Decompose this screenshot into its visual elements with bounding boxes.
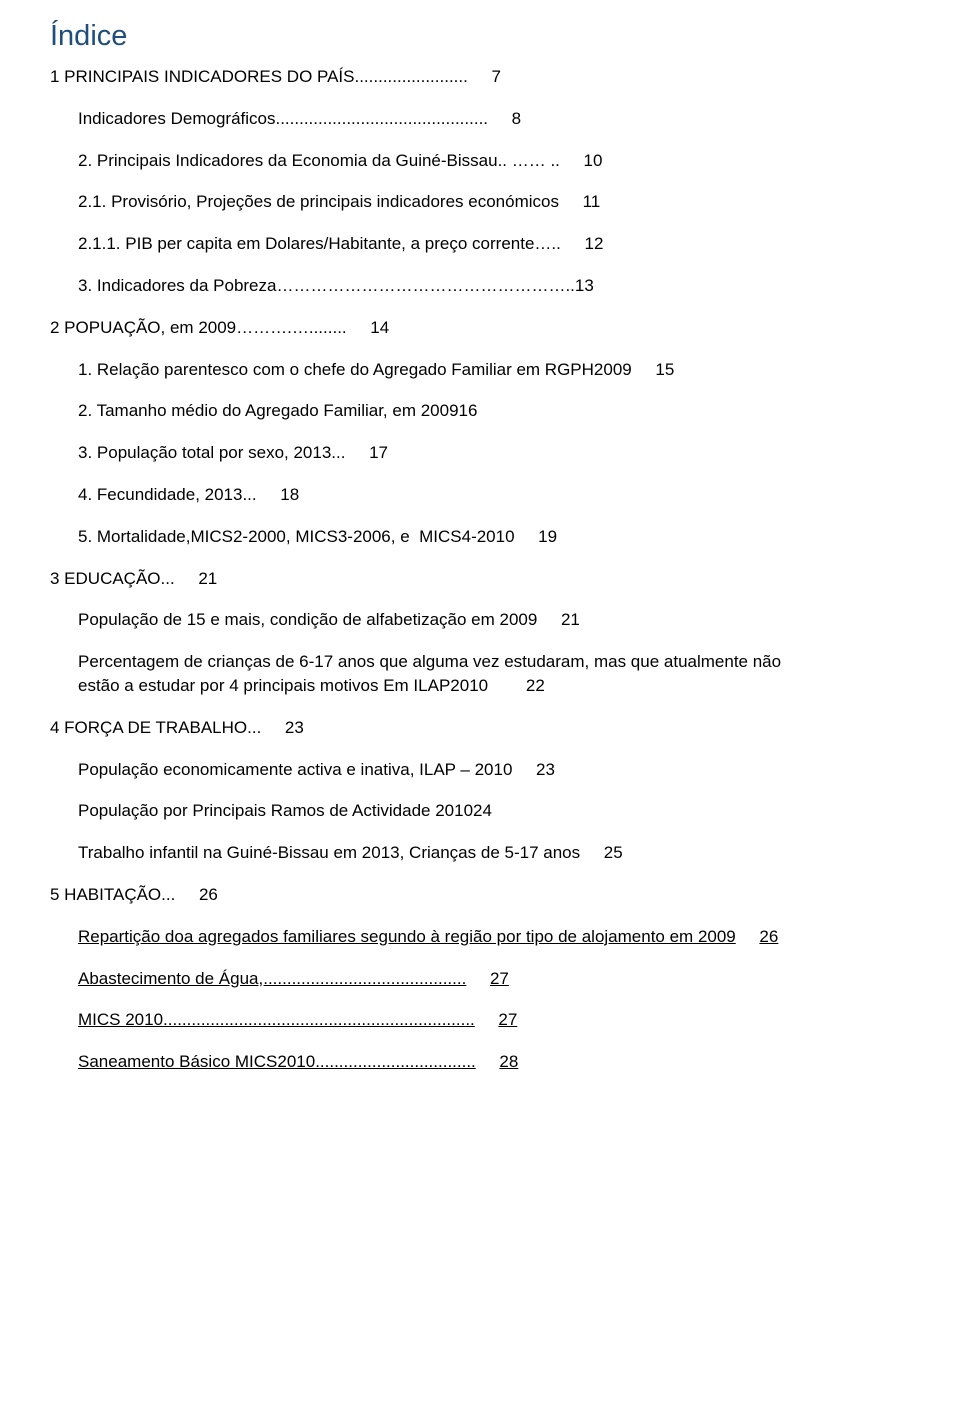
toc-entry: Indicadores Demográficos................… — [50, 107, 910, 131]
toc-entry-text: Repartição doa agregados familiares segu… — [78, 925, 736, 949]
toc-entry-page: 10 — [584, 149, 603, 173]
toc-entry-page: 26 — [759, 925, 778, 949]
toc-entry-page: 18 — [280, 483, 299, 507]
toc-entry-text: Trabalho infantil na Guiné-Bissau em 201… — [78, 841, 580, 865]
toc-entry-text: MICS 2010...............................… — [78, 1008, 475, 1032]
toc-entry-text: 5 HABITAÇÃO... — [50, 883, 175, 907]
toc-entry-text: 1 PRINCIPAIS INDICADORES DO PAÍS........… — [50, 65, 468, 89]
toc-entry: 2.1.1. PIB per capita em Dolares/Habitan… — [50, 232, 910, 256]
toc-entry-page: 11 — [583, 190, 601, 214]
toc-entry[interactable]: MICS 2010...............................… — [50, 1008, 910, 1032]
toc-entry-page: 19 — [538, 525, 557, 549]
toc-entry: 2 POPUAÇÃO, em 2009……….…........ 14 — [50, 316, 910, 340]
toc-entry: 1 PRINCIPAIS INDICADORES DO PAÍS........… — [50, 65, 910, 89]
toc-entry-page: 21 — [561, 608, 580, 632]
toc-entry-text: 3. Indicadores da Pobreza………………………………………… — [78, 274, 594, 298]
toc-entry-text: 2 POPUAÇÃO, em 2009……….…........ — [50, 316, 347, 340]
toc-entry[interactable]: Repartição doa agregados familiares segu… — [50, 925, 910, 949]
toc-entry: 4. Fecundidade, 2013... 18 — [50, 483, 910, 507]
toc-entry: População economicamente activa e inativ… — [50, 758, 910, 782]
toc-entry-text: População economicamente activa e inativ… — [78, 758, 512, 782]
toc-entry-text: 2.1. Provisório, Projeções de principais… — [78, 190, 559, 214]
toc-entry-text: 4 FORÇA DE TRABALHO... — [50, 716, 261, 740]
toc-entry-text: 1. Relação parentesco com o chefe do Agr… — [78, 358, 632, 382]
toc-entry: 5. Mortalidade,MICS2-2000, MICS3-2006, e… — [50, 525, 910, 549]
toc-entry: 2.1. Provisório, Projeções de principais… — [50, 190, 910, 214]
toc-entry: População por Principais Ramos de Activi… — [50, 799, 910, 823]
page-container: Índice 1 PRINCIPAIS INDICADORES DO PAÍS.… — [0, 0, 960, 1120]
toc-entry: 5 HABITAÇÃO... 26 — [50, 883, 910, 907]
toc-entry: 4 FORÇA DE TRABALHO... 23 — [50, 716, 910, 740]
toc-entry: Trabalho infantil na Guiné-Bissau em 201… — [50, 841, 910, 865]
toc-entry-page: 27 — [490, 967, 509, 991]
toc-entry-text: 2. Principais Indicadores da Economia da… — [78, 149, 560, 173]
toc-entry-text: População por Principais Ramos de Activi… — [78, 799, 492, 823]
toc-entry-text: estão a estudar por 4 principais motivos… — [78, 674, 488, 698]
toc-entry: 3 EDUCAÇÃO... 21 — [50, 567, 910, 591]
toc-entry-page: 28 — [499, 1050, 518, 1074]
toc-entry-page: 27 — [498, 1008, 517, 1032]
toc-entry-text: Saneamento Básico MICS2010..............… — [78, 1050, 476, 1074]
toc-entry: 2. Principais Indicadores da Economia da… — [50, 149, 910, 173]
toc-entry-page: 8 — [512, 107, 521, 131]
toc-entry-text: 2.1.1. PIB per capita em Dolares/Habitan… — [78, 232, 561, 256]
toc-entry: 1. Relação parentesco com o chefe do Agr… — [50, 358, 910, 382]
toc-entry: Percentagem de crianças de 6-17 anos que… — [50, 650, 910, 698]
toc-entry: 2. Tamanho médio do Agregado Familiar, e… — [50, 399, 910, 423]
toc-entry-page: 23 — [285, 716, 304, 740]
toc-entry: 3. Indicadores da Pobreza………………………………………… — [50, 274, 910, 298]
page-title: Índice — [50, 20, 910, 53]
toc-entry[interactable]: Saneamento Básico MICS2010..............… — [50, 1050, 910, 1074]
toc-entry-text: Percentagem de crianças de 6-17 anos que… — [78, 650, 910, 674]
toc-entry-text: População de 15 e mais, condição de alfa… — [78, 608, 537, 632]
toc-entry-page: 25 — [604, 841, 623, 865]
toc-entry-text: 3 EDUCAÇÃO... — [50, 567, 175, 591]
toc-entry-page: 17 — [369, 441, 388, 465]
toc-entry-page: 22 — [526, 674, 545, 698]
toc-entry[interactable]: Abastecimento de Água,..................… — [50, 967, 910, 991]
toc-entry-text: 2. Tamanho médio do Agregado Familiar, e… — [78, 399, 477, 423]
toc-entry-text: Abastecimento de Água,..................… — [78, 967, 466, 991]
toc-entry-page: 26 — [199, 883, 218, 907]
toc-entry: 3. População total por sexo, 2013... 17 — [50, 441, 910, 465]
toc-entry-text: 4. Fecundidade, 2013... — [78, 483, 257, 507]
toc-entry-text: Indicadores Demográficos................… — [78, 107, 488, 131]
toc-entry-page: 23 — [536, 758, 555, 782]
toc-entry-page: 7 — [491, 65, 500, 89]
toc-entry-page: 15 — [655, 358, 674, 382]
table-of-contents: 1 PRINCIPAIS INDICADORES DO PAÍS........… — [50, 65, 910, 1074]
toc-entry: População de 15 e mais, condição de alfa… — [50, 608, 910, 632]
toc-entry-page: 12 — [584, 232, 603, 256]
toc-entry-page: 21 — [198, 567, 217, 591]
toc-entry-page: 14 — [370, 316, 389, 340]
toc-entry-text: 3. População total por sexo, 2013... — [78, 441, 345, 465]
toc-entry-text: 5. Mortalidade,MICS2-2000, MICS3-2006, e… — [78, 525, 515, 549]
